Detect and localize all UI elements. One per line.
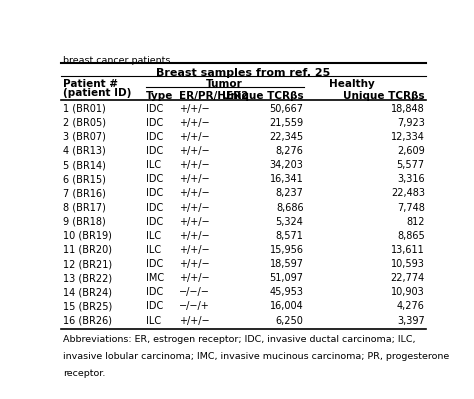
Text: +/+/−: +/+/−: [179, 146, 209, 156]
Text: IDC: IDC: [146, 302, 163, 312]
Text: 8,571: 8,571: [276, 231, 303, 241]
Text: 9 (BR18): 9 (BR18): [63, 217, 106, 227]
Text: 16,004: 16,004: [270, 302, 303, 312]
Text: 14 (BR24): 14 (BR24): [63, 287, 112, 297]
Text: 12,334: 12,334: [391, 132, 425, 142]
Text: 7,748: 7,748: [397, 203, 425, 213]
Text: 4 (BR13): 4 (BR13): [63, 146, 106, 156]
Text: +/+/−: +/+/−: [179, 188, 209, 198]
Text: 10,593: 10,593: [391, 259, 425, 269]
Text: 2,609: 2,609: [397, 146, 425, 156]
Text: ILC: ILC: [146, 316, 161, 326]
Text: 8,276: 8,276: [276, 146, 303, 156]
Text: 18,597: 18,597: [270, 259, 303, 269]
Text: 10 (BR19): 10 (BR19): [63, 231, 112, 241]
Text: 10,903: 10,903: [391, 287, 425, 297]
Text: 22,345: 22,345: [269, 132, 303, 142]
Text: 11 (BR20): 11 (BR20): [63, 245, 112, 255]
Text: +/+/−: +/+/−: [179, 118, 209, 128]
Text: IDC: IDC: [146, 146, 163, 156]
Text: (patient ID): (patient ID): [63, 88, 131, 98]
Text: 5,577: 5,577: [397, 160, 425, 170]
Text: 8,865: 8,865: [397, 231, 425, 241]
Text: 22,483: 22,483: [391, 188, 425, 198]
Text: 6,250: 6,250: [276, 316, 303, 326]
Text: 3 (BR07): 3 (BR07): [63, 132, 106, 142]
Text: 6 (BR15): 6 (BR15): [63, 174, 106, 184]
Text: 8,237: 8,237: [276, 188, 303, 198]
Text: 3,397: 3,397: [397, 316, 425, 326]
Text: Unique TCRβs: Unique TCRβs: [343, 91, 425, 101]
Text: ER/PR/HER2: ER/PR/HER2: [179, 91, 248, 101]
Text: IDC: IDC: [146, 118, 163, 128]
Text: +/+/−: +/+/−: [179, 203, 209, 213]
Text: invasive lobular carcinoma; IMC, invasive mucinous carcinoma; PR, progesterone: invasive lobular carcinoma; IMC, invasiv…: [63, 352, 449, 361]
Text: Healthy: Healthy: [329, 79, 375, 89]
Text: IDC: IDC: [146, 287, 163, 297]
Text: 34,203: 34,203: [270, 160, 303, 170]
Text: ILC: ILC: [146, 160, 161, 170]
Text: ILC: ILC: [146, 231, 161, 241]
Text: IMC: IMC: [146, 273, 164, 283]
Text: 22,774: 22,774: [391, 273, 425, 283]
Text: receptor.: receptor.: [63, 369, 105, 377]
Text: +/+/−: +/+/−: [179, 160, 209, 170]
Text: +/+/−: +/+/−: [179, 316, 209, 326]
Text: 21,559: 21,559: [269, 118, 303, 128]
Text: +/+/−: +/+/−: [179, 132, 209, 142]
Text: 16 (BR26): 16 (BR26): [63, 316, 112, 326]
Text: +/+/−: +/+/−: [179, 245, 209, 255]
Text: IDC: IDC: [146, 203, 163, 213]
Text: breast cancer patients: breast cancer patients: [63, 55, 170, 65]
Text: IDC: IDC: [146, 188, 163, 198]
Text: 18,848: 18,848: [391, 104, 425, 114]
Text: +/+/−: +/+/−: [179, 104, 209, 114]
Text: IDC: IDC: [146, 217, 163, 227]
Text: 2 (BR05): 2 (BR05): [63, 118, 106, 128]
Text: Abbreviations: ER, estrogen receptor; IDC, invasive ductal carcinoma; ILC,: Abbreviations: ER, estrogen receptor; ID…: [63, 335, 415, 344]
Text: 5 (BR14): 5 (BR14): [63, 160, 106, 170]
Text: 15,956: 15,956: [270, 245, 303, 255]
Text: +/+/−: +/+/−: [179, 273, 209, 283]
Text: IDC: IDC: [146, 132, 163, 142]
Text: ILC: ILC: [146, 245, 161, 255]
Text: 812: 812: [406, 217, 425, 227]
Text: 7 (BR16): 7 (BR16): [63, 188, 106, 198]
Text: Type: Type: [146, 91, 173, 101]
Text: Unique TCRβs: Unique TCRβs: [222, 91, 303, 101]
Text: +/+/−: +/+/−: [179, 231, 209, 241]
Text: IDC: IDC: [146, 259, 163, 269]
Text: 13,611: 13,611: [391, 245, 425, 255]
Text: 45,953: 45,953: [270, 287, 303, 297]
Text: −/−/+: −/−/+: [179, 302, 210, 312]
Text: 51,097: 51,097: [270, 273, 303, 283]
Text: 1 (BR01): 1 (BR01): [63, 104, 106, 114]
Text: 8 (BR17): 8 (BR17): [63, 203, 106, 213]
Text: IDC: IDC: [146, 104, 163, 114]
Text: 5,324: 5,324: [276, 217, 303, 227]
Text: 16,341: 16,341: [270, 174, 303, 184]
Text: Breast samples from ref. 25: Breast samples from ref. 25: [156, 68, 330, 78]
Text: 50,667: 50,667: [270, 104, 303, 114]
Text: Tumor: Tumor: [206, 79, 243, 89]
Text: 15 (BR25): 15 (BR25): [63, 302, 112, 312]
Text: 8,686: 8,686: [276, 203, 303, 213]
Text: 12 (BR21): 12 (BR21): [63, 259, 112, 269]
Text: 3,316: 3,316: [397, 174, 425, 184]
Text: 13 (BR22): 13 (BR22): [63, 273, 112, 283]
Text: +/+/−: +/+/−: [179, 259, 209, 269]
Text: +/+/−: +/+/−: [179, 174, 209, 184]
Text: −/−/−: −/−/−: [179, 287, 210, 297]
Text: +/+/−: +/+/−: [179, 217, 209, 227]
Text: 7,923: 7,923: [397, 118, 425, 128]
Text: 4,276: 4,276: [397, 302, 425, 312]
Text: Patient #: Patient #: [63, 79, 118, 89]
Text: IDC: IDC: [146, 174, 163, 184]
